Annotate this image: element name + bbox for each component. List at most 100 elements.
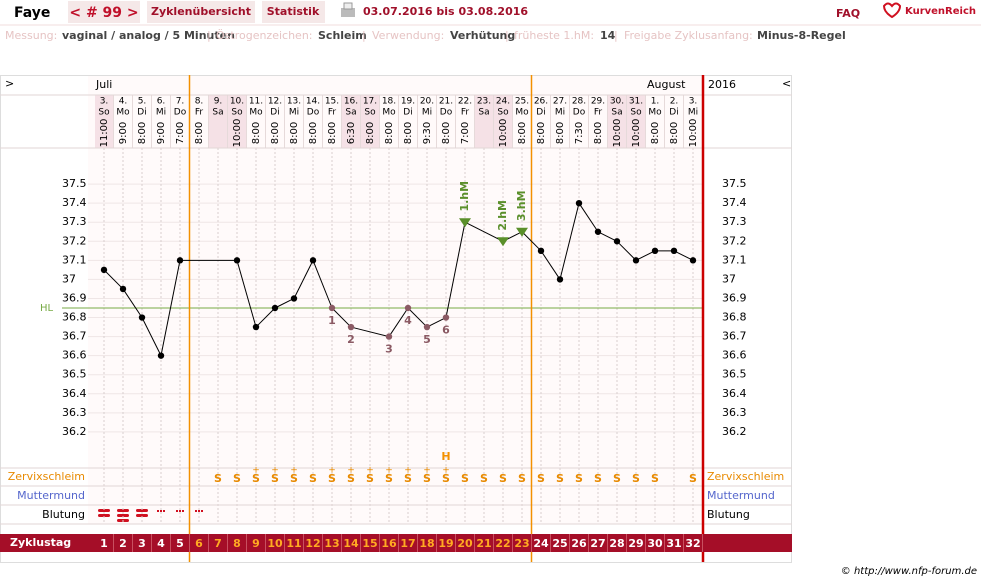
cervix-sign: S	[632, 472, 640, 485]
time-label: 8:00	[555, 122, 566, 144]
temp-point	[594, 228, 602, 235]
cervix-sign: S	[233, 472, 241, 485]
weekday-label: So	[497, 108, 509, 118]
time-label: 9:00	[118, 122, 129, 144]
nav-prev[interactable]: >	[5, 77, 14, 90]
time-label: 8:00	[289, 122, 300, 144]
x-tick-label: 3	[138, 537, 146, 550]
temp-point	[613, 238, 621, 245]
weekday-label: Mi	[156, 108, 166, 118]
y-tick-label-right: 37.1	[722, 253, 747, 266]
temp-point	[328, 304, 336, 312]
row-label: Zervixschleim	[8, 470, 85, 483]
cervix-sign: S	[613, 472, 621, 485]
date-label: 5.	[138, 97, 147, 107]
weekday-label: So	[630, 108, 642, 118]
date-label: 16.	[344, 97, 358, 107]
y-tick-label-right: 36.9	[722, 291, 747, 304]
tab[interactable]: Statistik	[267, 5, 320, 18]
x-tick-label: 17	[400, 537, 415, 550]
brand[interactable]: KurvenReich	[905, 6, 976, 17]
separator: |	[207, 29, 211, 42]
date-label: 30.	[610, 97, 624, 107]
cervix-sign: S	[214, 472, 222, 485]
temp-line	[426, 317, 447, 328]
x-tick-label: 28	[609, 537, 624, 550]
time-label: 8:00	[251, 122, 262, 144]
month-label: August	[647, 78, 686, 91]
date-label: 4.	[119, 97, 128, 107]
date-label: 1.	[651, 97, 660, 107]
cervix-sign: S	[556, 472, 564, 485]
tab-bg	[147, 1, 255, 23]
print-icon[interactable]	[341, 2, 355, 17]
cervix-plus: +	[328, 466, 336, 476]
date-label: 25.	[515, 97, 529, 107]
date-label: 12.	[268, 97, 282, 107]
weekday-label: Fr	[594, 108, 603, 118]
temp-point	[556, 276, 564, 283]
cervix-plus: +	[366, 466, 374, 476]
bleeding-icons	[98, 509, 203, 522]
temp-point	[271, 304, 279, 312]
temp-point	[176, 257, 184, 264]
weekend-cell	[608, 95, 626, 148]
date-label: 31.	[629, 97, 643, 107]
date-range: 03.07.2016 bis 03.08.2016	[363, 5, 528, 18]
separator: |	[362, 29, 366, 42]
setting-label: Freigabe Zyklusanfang:	[624, 29, 753, 42]
bleeding-icon	[98, 514, 110, 517]
temp-line	[331, 307, 352, 328]
time-label: 6:30	[346, 122, 357, 144]
y-tick-label-right: 36.5	[722, 368, 747, 381]
weekday-label: Di	[536, 108, 545, 118]
date-label: 23.	[477, 97, 491, 107]
time-label: 10:00	[612, 119, 623, 148]
temp-line	[635, 250, 656, 261]
hl-label: HL	[40, 303, 54, 314]
date-label: 9.	[214, 97, 223, 107]
row-label-right: Zervixschleim	[707, 470, 784, 483]
row-label: Blutung	[42, 508, 85, 521]
cervix-sign: S	[480, 472, 488, 485]
date-label: 7.	[176, 97, 185, 107]
time-label: 8:00	[270, 122, 281, 144]
weekday-label: Do	[573, 108, 586, 118]
time-label: 9:00	[156, 122, 167, 144]
temp-point	[252, 323, 260, 331]
temp-point	[138, 314, 146, 321]
x-tick-label: 1	[100, 537, 108, 550]
y-tick-label: 36.4	[62, 387, 87, 400]
weekend-cell	[361, 95, 379, 148]
y-tick-label: 36.3	[62, 406, 87, 419]
time-label: 8:00	[327, 122, 338, 144]
tab[interactable]: Zyklenübersicht	[151, 5, 251, 18]
cervix-plus: +	[404, 466, 412, 476]
time-label: 8:00	[137, 122, 148, 144]
peak-marker	[497, 237, 509, 247]
x-tick-label: 21	[476, 537, 491, 550]
temp-point	[233, 257, 241, 264]
peak-marker-label: 2.hM	[496, 200, 509, 231]
cervix-sign: S	[309, 472, 317, 485]
weekday-label: Di	[403, 108, 412, 118]
y-tick-label-right: 37.4	[722, 196, 747, 209]
time-label: 8:00	[403, 122, 414, 144]
weekend-cell	[627, 95, 645, 148]
temp-line	[350, 326, 390, 338]
faq-link[interactable]: FAQ	[836, 7, 860, 20]
peak-marker	[516, 227, 528, 237]
date-label: 17.	[363, 97, 377, 107]
temp-point	[575, 199, 583, 207]
weekday-label: Fr	[195, 108, 204, 118]
footer: © http://www.nfp-forum.de	[841, 566, 977, 577]
weekday-label: Mi	[555, 108, 565, 118]
logo-icon	[882, 2, 902, 19]
cycle-nav[interactable]: < # 99 >	[69, 5, 138, 21]
date-label: 18.	[382, 97, 396, 107]
cervix-plus: +	[442, 466, 450, 476]
weekend-cell	[475, 95, 493, 148]
nav-next[interactable]: <	[782, 77, 791, 90]
y-tick-label: 37.2	[62, 234, 87, 247]
peak-marker-label: 3.hM	[515, 190, 528, 221]
